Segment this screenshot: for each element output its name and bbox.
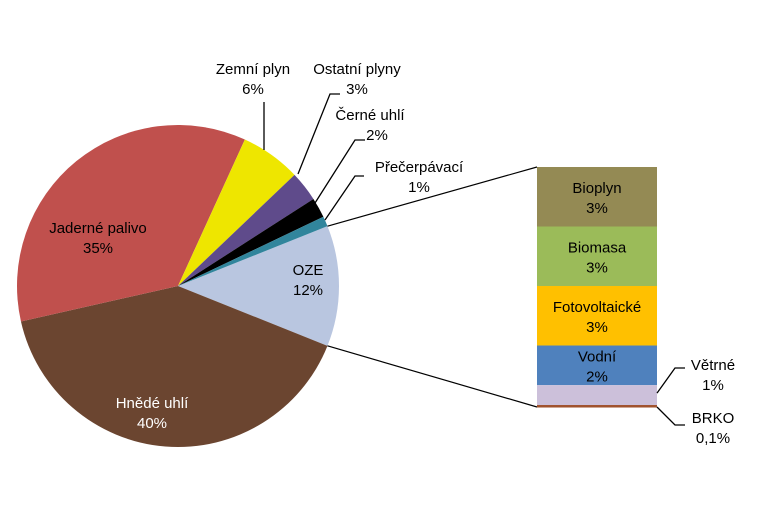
pie-slice-3 (178, 139, 295, 286)
pie-label-jaderne-palivo: Jaderné palivo 35% (49, 220, 147, 257)
pie-label-precerpavaci-line: Přečerpávací (375, 159, 464, 176)
bar-label-vetrne-line: 1% (702, 377, 724, 394)
pie-label-cerne-uhli: Černé uhlí (335, 107, 405, 124)
bar-label-3-line: Vodní (578, 348, 617, 365)
bar-label-0-line: 3% (586, 200, 608, 217)
bar-segment-5 (537, 405, 657, 408)
pie-value-precerpavaci-line: 1% (408, 179, 430, 196)
pie-label-oze: OZE 12% (293, 262, 324, 299)
pie-label-precerpavaci: Přečerpávací (375, 159, 464, 176)
pie-label-ostatni-plyny-line: Ostatní plyny (313, 61, 401, 78)
pie-label-hnede-uhli: Hnědé uhlí 40% (116, 395, 189, 432)
leader-line-ostatni-plyny (297, 93, 340, 175)
pie-label-ostatni-plyny: Ostatní plyny (313, 61, 401, 78)
bar-label-brko: BRKO 0,1% (692, 410, 735, 447)
bar-label-3: Vodní 2% (578, 348, 617, 385)
bar-label-2-line: 3% (586, 319, 608, 336)
bar-label-1: Biomasa 3% (568, 239, 627, 276)
pie-label-jaderne-palivo-line: 35% (83, 240, 113, 257)
pie-value-cerne-uhli-line: 2% (366, 127, 388, 144)
pie-label-zemni-plyn: Zemní plyn 6% (216, 61, 290, 98)
pie-slice-4 (178, 174, 314, 286)
bar-segment-0 (537, 167, 657, 227)
leader-line-cerne-uhli (314, 139, 365, 204)
pie-value-ostatni-plyny: 3% (346, 81, 368, 98)
pie-label-cerne-uhli-line: Černé uhlí (335, 107, 405, 124)
bar-segment-1 (537, 226, 657, 287)
bar-segment-2 (537, 286, 657, 346)
pie-label-oze-line: 12% (293, 282, 323, 299)
bar-label-brko-line: 0,1% (696, 430, 730, 447)
leader-line-vetrne (656, 367, 685, 394)
connector-line-bottom (327, 345, 538, 408)
pie-label-hnede-uhli-line: Hnědé uhlí (116, 395, 189, 412)
bar-label-1-line: 3% (586, 259, 608, 276)
pie-value-ostatni-plyny-line: 3% (346, 81, 368, 98)
pie-label-hnede-uhli-line: 40% (137, 415, 167, 432)
pie-value-precerpavaci: 1% (408, 179, 430, 196)
pie-slice-2 (16, 124, 245, 322)
pie-label-oze-line: OZE (293, 262, 324, 279)
bar-segment-3 (537, 345, 657, 386)
pie-label-jaderne-palivo-line: Jaderné palivo (49, 220, 147, 237)
pie-slice-6 (178, 216, 328, 286)
pie-slice-5 (178, 198, 324, 286)
leader-line-precerpavaci (324, 175, 364, 221)
bar-label-0: Bioplyn 3% (572, 180, 621, 217)
pie-value-cerne-uhli: 2% (366, 127, 388, 144)
bar-label-vetrne: Větrné 1% (691, 357, 735, 394)
connector-line-top (327, 166, 538, 227)
bar-label-0-line: Bioplyn (572, 180, 621, 197)
bar-label-2-line: Fotovoltaické (553, 299, 641, 316)
pie-label-zemni-plyn-line: 6% (242, 81, 264, 98)
bar-label-3-line: 2% (586, 368, 608, 385)
pie-slice-1 (20, 286, 328, 447)
bar-label-1-line: Biomasa (568, 239, 627, 256)
pie-label-zemni-plyn-line: Zemní plyn (216, 61, 290, 78)
leader-line-brko (656, 406, 685, 426)
bar-label-2: Fotovoltaické 3% (553, 299, 641, 336)
bar-label-brko-line: BRKO (692, 410, 735, 427)
pie-slice-0 (178, 226, 339, 346)
bar-segment-4 (537, 385, 657, 406)
bar-label-vetrne-line: Větrné (691, 357, 735, 374)
